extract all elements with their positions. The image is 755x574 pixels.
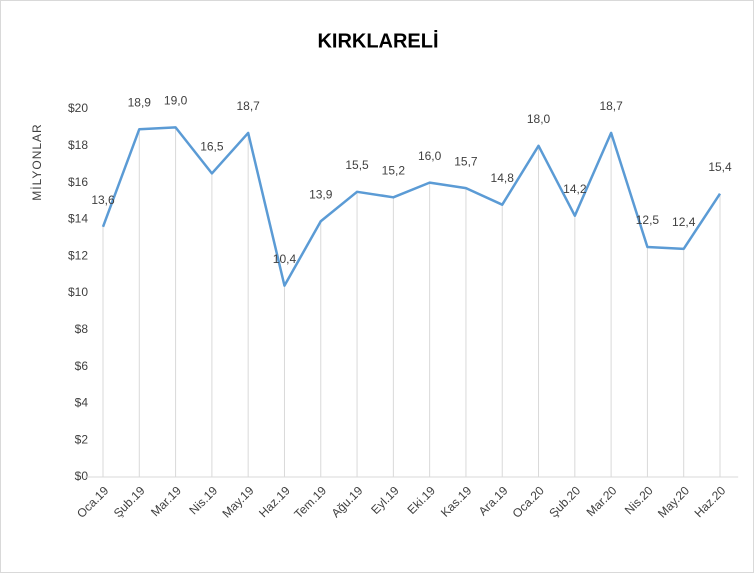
data-label: 10,4 <box>273 252 297 266</box>
data-label: 15,2 <box>382 163 406 177</box>
data-label: 13,6 <box>91 193 115 207</box>
y-tick-label: $18 <box>68 138 88 152</box>
data-label: 16,0 <box>418 149 442 163</box>
data-label: 18,9 <box>128 95 152 109</box>
chart-title: KIRKLARELİ <box>317 29 438 52</box>
data-label: 15,7 <box>454 154 478 168</box>
y-tick-label: $8 <box>75 322 89 336</box>
data-label: 18,7 <box>599 99 623 113</box>
series-line <box>101 126 722 287</box>
y-tick-label: $4 <box>75 396 89 410</box>
data-label: 19,0 <box>164 94 188 108</box>
data-label: 12,5 <box>636 213 660 227</box>
y-axis-label: MİLYONLAR <box>30 123 44 200</box>
data-label: 15,5 <box>345 158 369 172</box>
data-label: 13,9 <box>309 187 333 201</box>
y-tick-label: $14 <box>68 212 88 226</box>
data-label: 15,4 <box>708 160 732 174</box>
y-tick-label: $2 <box>75 432 89 446</box>
data-label: 14,8 <box>491 171 515 185</box>
data-label: 16,5 <box>200 140 224 154</box>
data-label: 14,2 <box>563 182 587 196</box>
data-label: 18,7 <box>236 99 260 113</box>
y-tick-label: $6 <box>75 359 89 373</box>
y-tick-label: $10 <box>68 285 88 299</box>
data-label: 18,0 <box>527 112 551 126</box>
y-tick-label: $16 <box>68 175 88 189</box>
data-label: 12,4 <box>672 215 696 229</box>
y-tick-label: $0 <box>75 469 89 483</box>
y-tick-label: $20 <box>68 101 88 115</box>
y-tick-label: $12 <box>68 248 88 262</box>
